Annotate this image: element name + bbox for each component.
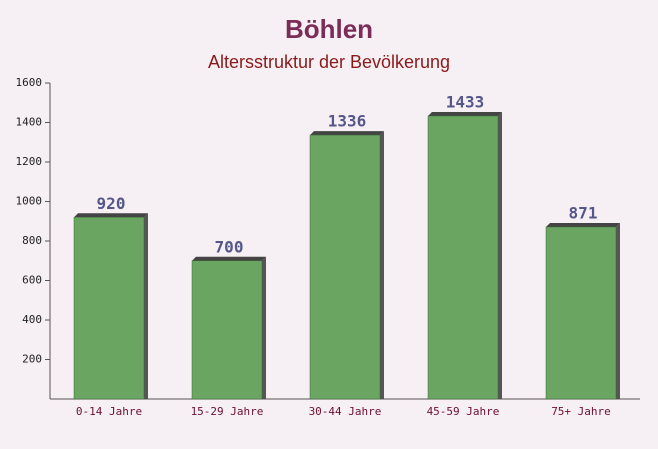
bar-shadow: [144, 213, 148, 399]
bar: [545, 226, 617, 400]
x-tick-label: 0-14 Jahre: [76, 405, 142, 418]
bar-shadow: [262, 256, 266, 399]
y-tick-label: 1000: [16, 195, 43, 208]
y-tick-label: 600: [22, 274, 42, 287]
y-tick-label: 200: [22, 353, 42, 366]
bar: [73, 217, 145, 400]
y-tick-label: 1200: [16, 155, 43, 168]
value-label: 1433: [446, 92, 485, 111]
x-tick-label: 30-44 Jahre: [309, 405, 382, 418]
bar: [427, 115, 499, 400]
bar-shadow: [380, 131, 384, 399]
y-tick-label: 1400: [16, 116, 43, 129]
value-label: 1336: [328, 112, 367, 131]
y-tick-label: 1600: [16, 76, 43, 89]
bar-top: [546, 222, 620, 227]
chart-subtitle: Altersstruktur der Bevölkerung: [208, 52, 450, 72]
bar: [309, 134, 381, 400]
chart-title: Böhlen: [285, 14, 373, 44]
y-tick-label: 800: [22, 234, 42, 247]
bar-shadow: [616, 222, 620, 399]
bar-top: [74, 213, 148, 218]
bar: [191, 260, 263, 400]
value-label: 920: [97, 194, 126, 213]
bar-top: [428, 111, 502, 116]
x-tick-label: 45-59 Jahre: [427, 405, 500, 418]
value-label: 700: [215, 237, 244, 256]
bar-shadow: [498, 111, 502, 400]
x-tick-label: 15-29 Jahre: [191, 405, 264, 418]
bar-top: [310, 131, 384, 136]
value-label: 871: [569, 203, 598, 222]
y-tick-label: 400: [22, 313, 42, 326]
bar-top: [192, 256, 266, 261]
x-tick-label: 75+ Jahre: [551, 405, 611, 418]
